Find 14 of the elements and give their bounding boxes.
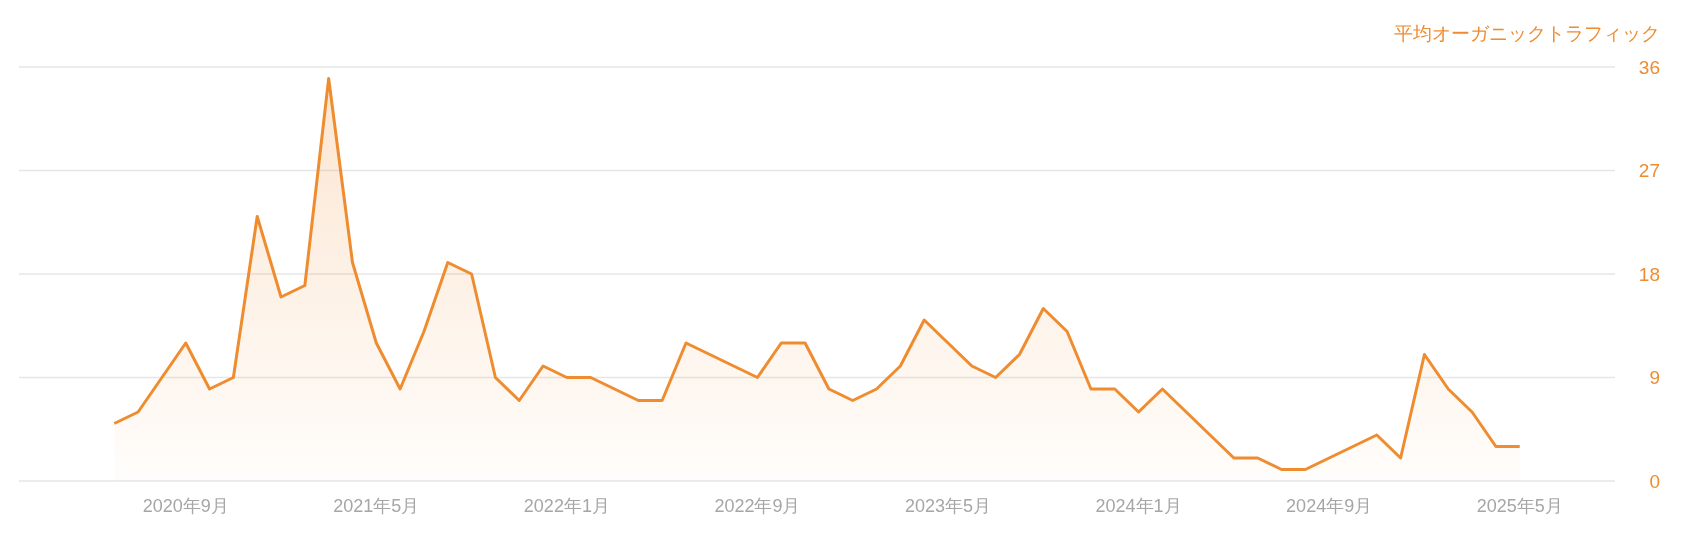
y-tick-label: 18	[1638, 263, 1660, 285]
y-tick-label: 9	[1649, 367, 1660, 388]
x-tick-label: 2020年9月	[142, 496, 229, 516]
x-tick-label: 2024年1月	[1095, 496, 1182, 516]
x-tick-label: 2021年5月	[333, 496, 420, 516]
y-tick-label: 27	[1638, 160, 1660, 181]
x-tick-label: 2022年1月	[523, 496, 610, 516]
x-tick-label: 2023年5月	[904, 496, 992, 516]
y-axis-title: 平均オーガニックトラフィック	[1394, 23, 1660, 44]
x-tick-label: 2024年9月	[1286, 496, 1373, 516]
y-tick-label: 0	[1649, 470, 1660, 492]
y-tick-label: 36	[1638, 56, 1660, 78]
x-tick-label: 2022年9月	[714, 496, 801, 516]
x-tick-label: 2025年5月	[1476, 496, 1563, 516]
